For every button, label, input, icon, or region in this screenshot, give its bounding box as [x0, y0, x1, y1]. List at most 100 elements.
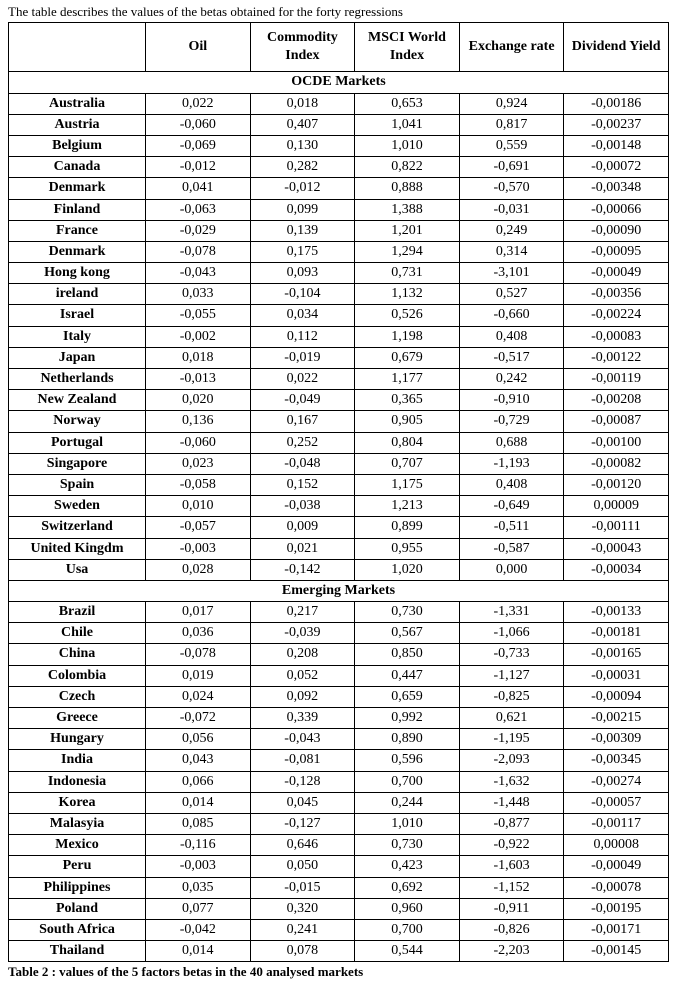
value-cell: -0,00120: [564, 474, 669, 495]
value-cell: 0,955: [355, 538, 460, 559]
value-cell: -1,066: [459, 623, 564, 644]
value-cell: 1,175: [355, 474, 460, 495]
value-cell: 0,010: [146, 496, 251, 517]
table-row: United Kingdm-0,0030,0210,955-0,587-0,00…: [9, 538, 669, 559]
value-cell: -0,00348: [564, 178, 669, 199]
value-cell: 0,408: [459, 474, 564, 495]
table-row: ireland0,033-0,1041,1320,527-0,00356: [9, 284, 669, 305]
country-cell: Sweden: [9, 496, 146, 517]
table-row: Japan0,018-0,0190,679-0,517-0,00122: [9, 347, 669, 368]
value-cell: -0,00208: [564, 390, 669, 411]
value-cell: -0,00215: [564, 708, 669, 729]
value-cell: -0,003: [146, 538, 251, 559]
country-cell: United Kingdm: [9, 538, 146, 559]
table-row: Czech0,0240,0920,659-0,825-0,00094: [9, 686, 669, 707]
value-cell: 0,208: [250, 644, 355, 665]
value-cell: -0,078: [146, 241, 251, 262]
section-label-emerging: Emerging Markets: [9, 580, 669, 601]
section-row-emerging: Emerging Markets: [9, 580, 669, 601]
value-cell: -0,00117: [564, 813, 669, 834]
value-cell: 0,018: [146, 347, 251, 368]
betas-table: Oil Commodity Index MSCI World Index Exc…: [8, 22, 669, 962]
value-cell: 0,730: [355, 602, 460, 623]
table-row: Mexico-0,1160,6460,730-0,9220,00008: [9, 835, 669, 856]
value-cell: 0,659: [355, 686, 460, 707]
country-cell: Israel: [9, 305, 146, 326]
country-cell: China: [9, 644, 146, 665]
country-cell: India: [9, 750, 146, 771]
value-cell: -1,448: [459, 792, 564, 813]
value-cell: -0,00090: [564, 220, 669, 241]
table-row: Peru-0,0030,0500,423-1,603-0,00049: [9, 856, 669, 877]
country-cell: Hungary: [9, 729, 146, 750]
value-cell: 0,730: [355, 835, 460, 856]
value-cell: -1,127: [459, 665, 564, 686]
value-cell: -0,00049: [564, 856, 669, 877]
header-exchange-rate: Exchange rate: [459, 23, 564, 72]
table-row: Korea0,0140,0450,244-1,448-0,00057: [9, 792, 669, 813]
value-cell: 0,00009: [564, 496, 669, 517]
country-cell: Denmark: [9, 241, 146, 262]
value-cell: -0,00165: [564, 644, 669, 665]
value-cell: 0,00008: [564, 835, 669, 856]
table-row: Belgium-0,0690,1301,0100,559-0,00148: [9, 135, 669, 156]
value-cell: 0,992: [355, 708, 460, 729]
value-cell: 0,527: [459, 284, 564, 305]
value-cell: -0,00356: [564, 284, 669, 305]
table-row: Brazil0,0170,2170,730-1,331-0,00133: [9, 602, 669, 623]
value-cell: 0,905: [355, 411, 460, 432]
value-cell: -0,031: [459, 199, 564, 220]
country-cell: Italy: [9, 326, 146, 347]
value-cell: -0,116: [146, 835, 251, 856]
value-cell: 0,679: [355, 347, 460, 368]
value-cell: 0,034: [250, 305, 355, 326]
header-dividend-yield: Dividend Yield: [564, 23, 669, 72]
value-cell: -0,00171: [564, 919, 669, 940]
value-cell: 0,822: [355, 157, 460, 178]
value-cell: -0,078: [146, 644, 251, 665]
table-row: Sweden0,010-0,0381,213-0,6490,00009: [9, 496, 669, 517]
value-cell: 0,020: [146, 390, 251, 411]
value-cell: 0,000: [459, 559, 564, 580]
post-caption-text: Table 2 : values of the 5 factors betas …: [8, 964, 669, 980]
country-cell: Brazil: [9, 602, 146, 623]
value-cell: -0,911: [459, 898, 564, 919]
value-cell: 0,136: [146, 411, 251, 432]
value-cell: 0,035: [146, 877, 251, 898]
value-cell: -0,063: [146, 199, 251, 220]
value-cell: 0,653: [355, 93, 460, 114]
table-row: Hong kong-0,0430,0930,731-3,101-0,00049: [9, 263, 669, 284]
value-cell: -0,072: [146, 708, 251, 729]
value-cell: 0,646: [250, 835, 355, 856]
value-cell: 0,447: [355, 665, 460, 686]
value-cell: -0,057: [146, 517, 251, 538]
value-cell: -0,012: [146, 157, 251, 178]
table-row: Chile0,036-0,0390,567-1,066-0,00181: [9, 623, 669, 644]
value-cell: 0,056: [146, 729, 251, 750]
table-row: Singapore0,023-0,0480,707-1,193-0,00082: [9, 453, 669, 474]
country-cell: Philippines: [9, 877, 146, 898]
country-cell: Singapore: [9, 453, 146, 474]
value-cell: -0,00148: [564, 135, 669, 156]
value-cell: 1,201: [355, 220, 460, 241]
country-cell: Finland: [9, 199, 146, 220]
value-cell: -0,649: [459, 496, 564, 517]
value-cell: 1,177: [355, 369, 460, 390]
value-cell: -0,00133: [564, 602, 669, 623]
value-cell: -1,152: [459, 877, 564, 898]
value-cell: -0,00122: [564, 347, 669, 368]
value-cell: 0,019: [146, 665, 251, 686]
country-cell: Indonesia: [9, 771, 146, 792]
value-cell: -0,00034: [564, 559, 669, 580]
value-cell: -0,002: [146, 326, 251, 347]
header-oil: Oil: [146, 23, 251, 72]
value-cell: 0,888: [355, 178, 460, 199]
value-cell: -0,042: [146, 919, 251, 940]
value-cell: -0,128: [250, 771, 355, 792]
country-cell: Korea: [9, 792, 146, 813]
table-row: Israel-0,0550,0340,526-0,660-0,00224: [9, 305, 669, 326]
value-cell: 0,077: [146, 898, 251, 919]
value-cell: 0,526: [355, 305, 460, 326]
value-cell: -1,193: [459, 453, 564, 474]
value-cell: 0,112: [250, 326, 355, 347]
